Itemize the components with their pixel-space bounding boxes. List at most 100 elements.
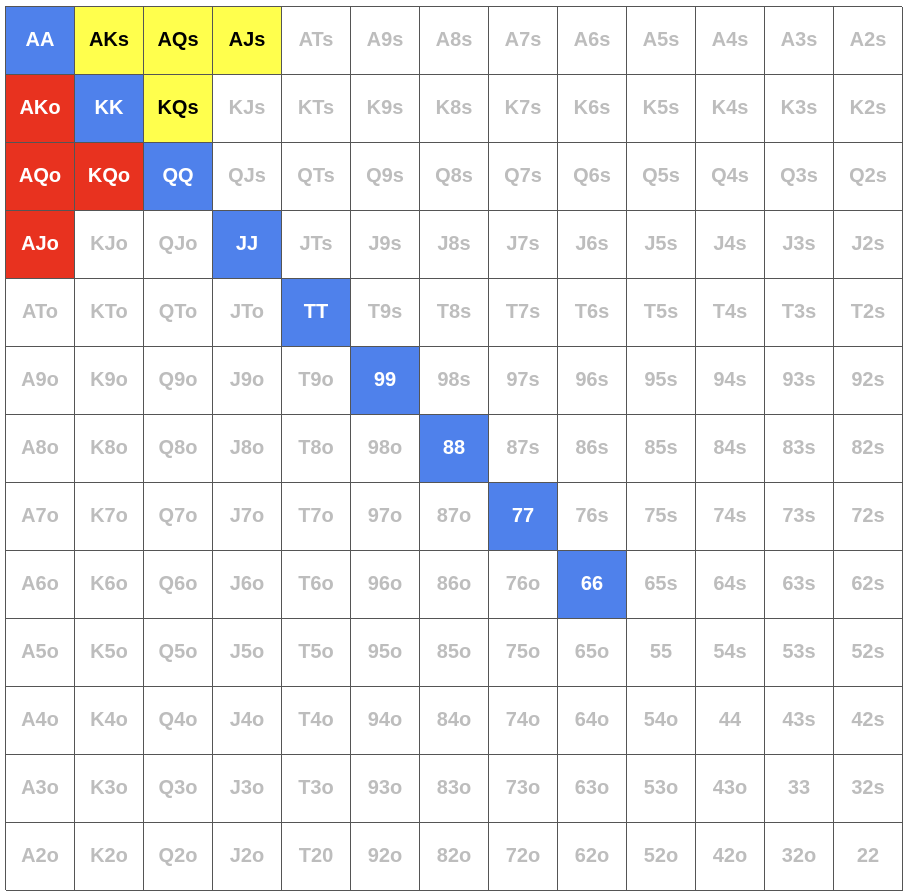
hand-cell-65s[interactable]: 65s — [627, 551, 696, 619]
hand-cell-j4o[interactable]: J4o — [213, 687, 282, 755]
hand-cell-k6o[interactable]: K6o — [75, 551, 144, 619]
hand-cell-ako[interactable]: AKo — [6, 75, 75, 143]
hand-cell-aks[interactable]: AKs — [75, 7, 144, 75]
hand-cell-k5o[interactable]: K5o — [75, 619, 144, 687]
hand-cell-t4s[interactable]: T4s — [696, 279, 765, 347]
hand-cell-k3o[interactable]: K3o — [75, 755, 144, 823]
hand-cell-93o[interactable]: 93o — [351, 755, 420, 823]
hand-cell-k9s[interactable]: K9s — [351, 75, 420, 143]
hand-cell-j9s[interactable]: J9s — [351, 211, 420, 279]
hand-cell-96o[interactable]: 96o — [351, 551, 420, 619]
hand-cell-88[interactable]: 88 — [420, 415, 489, 483]
hand-cell-a3s[interactable]: A3s — [765, 7, 834, 75]
hand-cell-t20[interactable]: T20 — [282, 823, 351, 891]
hand-cell-jts[interactable]: JTs — [282, 211, 351, 279]
hand-cell-j9o[interactable]: J9o — [213, 347, 282, 415]
hand-cell-t8s[interactable]: T8s — [420, 279, 489, 347]
hand-cell-a6s[interactable]: A6s — [558, 7, 627, 75]
hand-cell-t6s[interactable]: T6s — [558, 279, 627, 347]
hand-cell-96s[interactable]: 96s — [558, 347, 627, 415]
hand-cell-75o[interactable]: 75o — [489, 619, 558, 687]
hand-cell-kk[interactable]: KK — [75, 75, 144, 143]
hand-cell-k6s[interactable]: K6s — [558, 75, 627, 143]
hand-cell-k4s[interactable]: K4s — [696, 75, 765, 143]
hand-cell-jto[interactable]: JTo — [213, 279, 282, 347]
hand-cell-33[interactable]: 33 — [765, 755, 834, 823]
hand-cell-j2o[interactable]: J2o — [213, 823, 282, 891]
hand-cell-86s[interactable]: 86s — [558, 415, 627, 483]
hand-cell-t3s[interactable]: T3s — [765, 279, 834, 347]
hand-cell-kqo[interactable]: KQo — [75, 143, 144, 211]
hand-cell-72s[interactable]: 72s — [834, 483, 903, 551]
hand-cell-j8s[interactable]: J8s — [420, 211, 489, 279]
hand-cell-74s[interactable]: 74s — [696, 483, 765, 551]
hand-cell-kjs[interactable]: KJs — [213, 75, 282, 143]
hand-cell-k5s[interactable]: K5s — [627, 75, 696, 143]
hand-cell-t8o[interactable]: T8o — [282, 415, 351, 483]
hand-cell-a5o[interactable]: A5o — [6, 619, 75, 687]
hand-cell-q4o[interactable]: Q4o — [144, 687, 213, 755]
hand-cell-43s[interactable]: 43s — [765, 687, 834, 755]
hand-cell-qjo[interactable]: QJo — [144, 211, 213, 279]
hand-cell-j5o[interactable]: J5o — [213, 619, 282, 687]
hand-cell-ato[interactable]: ATo — [6, 279, 75, 347]
hand-cell-kqs[interactable]: KQs — [144, 75, 213, 143]
hand-cell-qq[interactable]: QQ — [144, 143, 213, 211]
hand-cell-kto[interactable]: KTo — [75, 279, 144, 347]
hand-cell-62s[interactable]: 62s — [834, 551, 903, 619]
hand-cell-k7o[interactable]: K7o — [75, 483, 144, 551]
hand-cell-k9o[interactable]: K9o — [75, 347, 144, 415]
hand-cell-q7o[interactable]: Q7o — [144, 483, 213, 551]
hand-cell-64s[interactable]: 64s — [696, 551, 765, 619]
hand-cell-a9o[interactable]: A9o — [6, 347, 75, 415]
hand-cell-jj[interactable]: JJ — [213, 211, 282, 279]
hand-cell-a6o[interactable]: A6o — [6, 551, 75, 619]
hand-cell-kjo[interactable]: KJo — [75, 211, 144, 279]
hand-cell-64o[interactable]: 64o — [558, 687, 627, 755]
hand-cell-76o[interactable]: 76o — [489, 551, 558, 619]
hand-cell-k2o[interactable]: K2o — [75, 823, 144, 891]
hand-cell-82s[interactable]: 82s — [834, 415, 903, 483]
hand-cell-aqo[interactable]: AQo — [6, 143, 75, 211]
hand-cell-q8o[interactable]: Q8o — [144, 415, 213, 483]
hand-cell-j7s[interactable]: J7s — [489, 211, 558, 279]
hand-cell-54o[interactable]: 54o — [627, 687, 696, 755]
hand-cell-73s[interactable]: 73s — [765, 483, 834, 551]
hand-cell-86o[interactable]: 86o — [420, 551, 489, 619]
hand-cell-66[interactable]: 66 — [558, 551, 627, 619]
hand-cell-72o[interactable]: 72o — [489, 823, 558, 891]
hand-cell-tt[interactable]: TT — [282, 279, 351, 347]
hand-cell-44[interactable]: 44 — [696, 687, 765, 755]
hand-cell-52o[interactable]: 52o — [627, 823, 696, 891]
hand-cell-43o[interactable]: 43o — [696, 755, 765, 823]
hand-cell-98o[interactable]: 98o — [351, 415, 420, 483]
hand-cell-a2s[interactable]: A2s — [834, 7, 903, 75]
hand-cell-a8s[interactable]: A8s — [420, 7, 489, 75]
hand-cell-55[interactable]: 55 — [627, 619, 696, 687]
hand-cell-73o[interactable]: 73o — [489, 755, 558, 823]
hand-cell-77[interactable]: 77 — [489, 483, 558, 551]
hand-cell-t3o[interactable]: T3o — [282, 755, 351, 823]
hand-cell-q9o[interactable]: Q9o — [144, 347, 213, 415]
hand-cell-q7s[interactable]: Q7s — [489, 143, 558, 211]
hand-cell-j3o[interactable]: J3o — [213, 755, 282, 823]
hand-cell-ajs[interactable]: AJs — [213, 7, 282, 75]
hand-cell-ats[interactable]: ATs — [282, 7, 351, 75]
hand-cell-q3o[interactable]: Q3o — [144, 755, 213, 823]
hand-cell-53o[interactable]: 53o — [627, 755, 696, 823]
hand-cell-42o[interactable]: 42o — [696, 823, 765, 891]
hand-cell-qjs[interactable]: QJs — [213, 143, 282, 211]
hand-cell-q6o[interactable]: Q6o — [144, 551, 213, 619]
hand-cell-97s[interactable]: 97s — [489, 347, 558, 415]
hand-cell-t7s[interactable]: T7s — [489, 279, 558, 347]
hand-cell-85s[interactable]: 85s — [627, 415, 696, 483]
hand-cell-q9s[interactable]: Q9s — [351, 143, 420, 211]
hand-cell-aqs[interactable]: AQs — [144, 7, 213, 75]
hand-cell-42s[interactable]: 42s — [834, 687, 903, 755]
hand-cell-q4s[interactable]: Q4s — [696, 143, 765, 211]
hand-cell-j4s[interactable]: J4s — [696, 211, 765, 279]
hand-cell-a8o[interactable]: A8o — [6, 415, 75, 483]
hand-cell-t5o[interactable]: T5o — [282, 619, 351, 687]
hand-cell-22[interactable]: 22 — [834, 823, 903, 891]
hand-cell-k7s[interactable]: K7s — [489, 75, 558, 143]
